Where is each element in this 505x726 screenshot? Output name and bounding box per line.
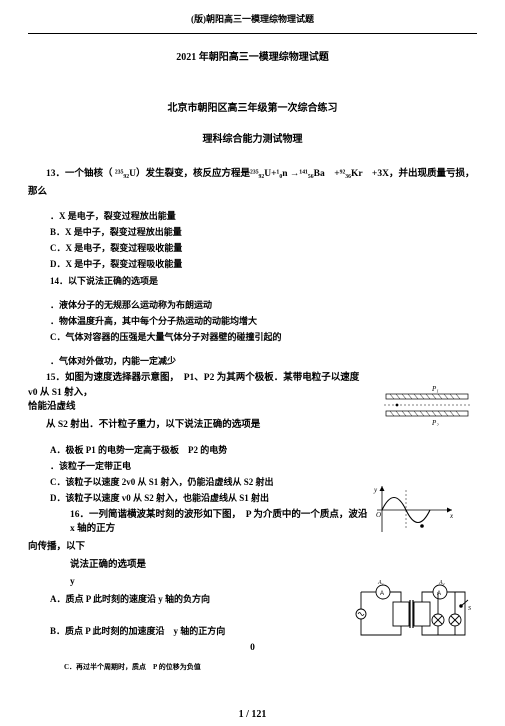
svg-text:A₂: A₂ — [438, 580, 445, 586]
q15-opt-a: A．极板 P1 的电势一定高于极板 P2 的电势 — [50, 444, 477, 458]
q14-opt-d: ．气体对外做功，内能一定减少 — [50, 355, 477, 369]
svg-text:x: x — [449, 512, 454, 520]
label-p2: P₂ — [431, 419, 439, 426]
running-header: (版)朝阳高三一模理综物理试题 — [28, 12, 477, 25]
q13-opt-b: B．X 是中子，裂变过程放出能量 — [50, 226, 477, 240]
q13-line2: 那么 — [28, 185, 477, 200]
q13-opt-a: ．X 是电子，裂变过程放出能量 — [50, 210, 477, 224]
svg-text:y: y — [373, 486, 378, 494]
q16-line3: 说法正确的选项是 — [70, 558, 477, 573]
q14-opt-c: C．气体对容器的压强是大量气体分子对器壁的碰撞引起的 — [50, 331, 477, 345]
q14: 14．以下说法正确的选项是 — [50, 275, 477, 289]
q14-opt-b: ．物体温度升高，其中每个分子热运动的动能均增大 — [50, 315, 477, 329]
svg-text:S: S — [468, 606, 471, 612]
svg-text:A: A — [380, 591, 384, 597]
q16-line2: 向传播，以下 — [28, 540, 477, 555]
figure-parallel-plates: P₁ P₂ — [380, 384, 475, 429]
q13-part-b: ²³⁵₉₂U）发生裂变，核反应方程是²³⁵₉₂U+¹₀n →¹⁴¹₅₆Ba +⁹… — [115, 169, 475, 179]
page-number: 1 / 121 — [0, 709, 505, 720]
svg-text:A: A — [437, 591, 441, 597]
q13-part-a: 13．一个铀核（ — [46, 169, 113, 179]
q15-opt-b: ．该粒子一定带正电 — [50, 460, 477, 474]
figure-sine-wave: O x y — [372, 482, 457, 540]
subtitle-2: 理科综合能力测试物理 — [28, 130, 477, 145]
q14-opt-a: ．液体分子的无规那么运动称为布朗运动 — [50, 299, 477, 313]
q16-opt-c: C．再过半个周期时，质点 P 的位移为负值 — [64, 662, 477, 672]
q13-line1: 13．一个铀核（ ²³⁵₉₂U）发生裂变，核反应方程是²³⁵₉₂U+¹₀n →¹… — [28, 167, 477, 182]
subtitle-1: 北京市朝阳区高三年级第一次综合练习 — [28, 99, 477, 114]
q13-opt-c: C．X 是电子，裂变过程吸收能量 — [50, 242, 477, 256]
q13-opt-d: D．X 是中子，裂变过程吸收能量 — [50, 258, 477, 272]
svg-text:A₁: A₁ — [377, 580, 384, 586]
svg-text:O: O — [376, 511, 381, 519]
main-title: 2021 年朝阳高三一模理综物理试题 — [28, 48, 477, 63]
figure-circuit: A A₁ — [353, 580, 473, 653]
label-p1: P₁ — [431, 385, 439, 393]
top-divider — [28, 33, 477, 34]
